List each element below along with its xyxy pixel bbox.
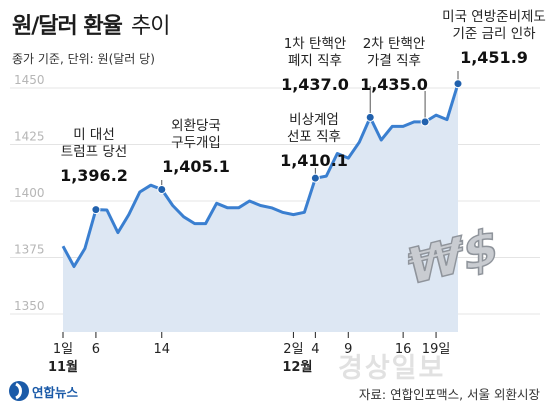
annotation-text: 가결 직후 xyxy=(367,53,421,69)
title-main: 원/달러 환율 xyxy=(12,14,123,39)
data-marker xyxy=(157,184,167,194)
unit-note: 종가 기준, 단위: 원(달러 당) xyxy=(12,52,155,66)
annotation-value: 1,437.0 xyxy=(281,75,349,94)
y-tick-label: 1400 xyxy=(14,186,45,200)
annotation-text: 외환당국 xyxy=(171,118,221,134)
annotation-text: 트럼프 당선 xyxy=(61,144,127,160)
y-tick-label: 1450 xyxy=(14,73,45,87)
data-marker xyxy=(91,205,101,215)
month-label: 11월 xyxy=(48,359,78,375)
logo-text: 연합뉴스 xyxy=(32,384,79,400)
annotation-text: 구두개입 xyxy=(171,135,221,151)
y-tick-label: 1425 xyxy=(14,130,45,144)
watermark: 경상일보 xyxy=(338,353,446,384)
svg-text:₩$: ₩$ xyxy=(408,216,498,284)
yonhap-logo-icon xyxy=(9,381,29,401)
annotation-text: 2차 탄핵안 xyxy=(363,36,426,52)
data-marker xyxy=(310,173,320,183)
x-tick-label: 19일 xyxy=(422,342,451,357)
data-marker xyxy=(453,79,463,89)
annotation-value: 1,451.9 xyxy=(460,48,528,67)
annotation-value: 1,410.1 xyxy=(280,151,348,170)
annotation-text: 미국 연방준비제도 xyxy=(442,9,546,25)
annotation-text: 기준 금리 인하 xyxy=(452,26,536,42)
series-line xyxy=(61,83,460,268)
annotation-text: 1차 탄핵안 xyxy=(284,36,347,52)
annotation-text: 폐지 직후 xyxy=(288,53,342,69)
logo: 연합뉴스 xyxy=(8,380,78,402)
area-fill xyxy=(63,83,458,332)
x-tick-label: 14 xyxy=(153,342,170,357)
data-marker xyxy=(420,117,430,127)
annotation-text: 선포 직후 xyxy=(287,129,341,145)
annotation-text: 미 대선 xyxy=(73,127,115,143)
x-tick-label: 9 xyxy=(344,342,352,357)
y-tick-label: 1375 xyxy=(14,243,45,257)
data-marker xyxy=(365,112,375,122)
chart-title: 원/달러 환율 추이 xyxy=(12,8,170,40)
x-tick-label: 1일 xyxy=(53,342,73,357)
source-note: 자료: 연합인포맥스, 서울 외환시장 xyxy=(358,387,540,402)
x-tick-label: 6 xyxy=(92,342,100,357)
x-tick-label: 2일 xyxy=(283,342,303,357)
x-tick-label: 4 xyxy=(311,342,319,357)
currency-symbol-art: ₩$ xyxy=(407,216,498,284)
month-label: 12월 xyxy=(282,359,312,375)
annotation-value: 1,435.0 xyxy=(360,75,428,94)
x-tick-label: 16 xyxy=(395,342,412,357)
y-tick-label: 1350 xyxy=(14,299,45,313)
annotation-value: 1,405.1 xyxy=(162,157,230,176)
annotation-value: 1,396.2 xyxy=(60,166,128,185)
annotation-text: 비상계엄 xyxy=(289,112,339,128)
title-sub: 추이 xyxy=(131,14,170,39)
